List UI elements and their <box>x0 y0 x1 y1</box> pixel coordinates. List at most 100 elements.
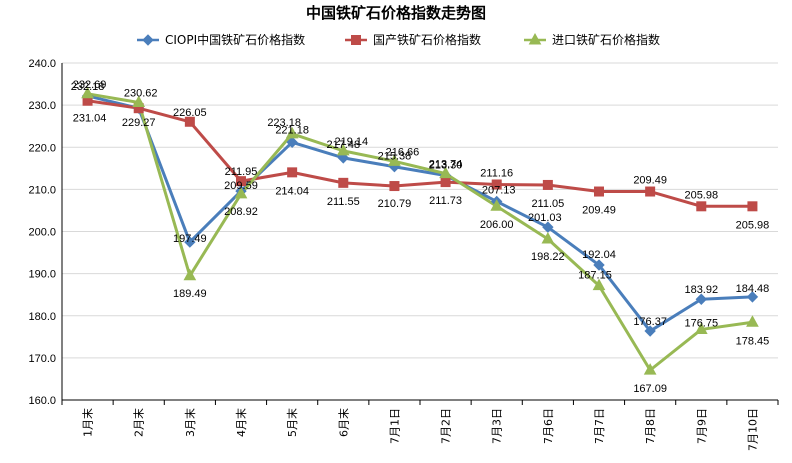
gridlines <box>62 62 778 359</box>
data-label: 176.75 <box>684 317 718 329</box>
data-point <box>287 167 298 178</box>
data-label: 189.49 <box>173 288 207 300</box>
legend-label: CIOPI中国铁矿石价格指数 <box>165 32 305 47</box>
data-point <box>286 136 298 148</box>
series-0 <box>87 94 753 333</box>
data-label: 211.73 <box>429 195 462 207</box>
data-label: 214.04 <box>275 185 309 197</box>
data-point <box>594 186 604 197</box>
data-point <box>439 166 452 179</box>
data-label: 217.48 <box>326 139 360 151</box>
data-label: 207.13 <box>482 184 516 196</box>
y-tick-label: 220.0 <box>28 142 56 154</box>
data-label: 209.59 <box>224 180 258 192</box>
y-tick-label: 240.0 <box>28 58 56 70</box>
data-label: 232.69 <box>73 79 107 91</box>
data-point <box>643 363 657 375</box>
series-line <box>87 99 753 208</box>
data-label: 205.98 <box>736 219 770 231</box>
data-point <box>490 199 504 211</box>
data-label: 210.79 <box>378 198 412 210</box>
data-label: 208.92 <box>224 206 258 218</box>
chart-title: 中国铁矿石价格指数走势图 <box>306 4 486 22</box>
data-point <box>696 201 707 212</box>
y-tick-label: 210.0 <box>28 184 56 196</box>
data-label: 192.04 <box>582 249 616 261</box>
data-point <box>285 126 299 139</box>
series-markers-1 <box>82 95 758 212</box>
data-label: 230.62 <box>124 88 158 100</box>
data-point <box>81 86 94 99</box>
series-layer <box>81 86 759 375</box>
series-line <box>87 92 753 372</box>
data-point <box>593 259 605 271</box>
legend: CIOPI中国铁矿石价格指数 国产铁矿石价格指数 进口铁矿石价格指数 <box>137 32 660 47</box>
data-label: 221.18 <box>275 124 309 136</box>
data-point <box>388 154 401 166</box>
y-tick-label: 200.0 <box>28 227 56 239</box>
x-tick-label: 4月末 <box>234 408 248 437</box>
data-point <box>184 116 195 127</box>
data-point <box>234 186 248 199</box>
legend-item-0: CIOPI中国铁矿石价格指数 <box>137 32 305 47</box>
legend-marker <box>528 32 542 45</box>
x-tick-label: 5月末 <box>285 408 299 437</box>
legend-label: 进口铁矿石价格指数 <box>552 32 660 47</box>
x-tick-label: 7月6日 <box>542 408 555 444</box>
data-point <box>184 236 196 248</box>
data-point <box>592 278 606 291</box>
data-point <box>747 201 758 212</box>
data-point <box>746 291 759 303</box>
series-2 <box>87 92 753 372</box>
data-label: 226.05 <box>173 107 207 119</box>
data-point <box>132 95 146 108</box>
data-label: 231.04 <box>73 113 107 125</box>
data-point <box>746 315 759 327</box>
data-label: 216.66 <box>386 146 420 158</box>
data-point <box>389 181 400 192</box>
series-markers-2 <box>81 86 759 375</box>
x-tick-label: 7月7日 <box>593 408 606 444</box>
data-point <box>645 186 656 197</box>
data-label: 178.45 <box>736 335 770 347</box>
data-label: 211.95 <box>225 166 258 178</box>
x-tick-label: 6月末 <box>336 408 350 437</box>
data-label: 209.49 <box>582 205 616 217</box>
y-tick-label: 170.0 <box>28 353 56 365</box>
x-tick-label: 7月3日 <box>491 408 504 444</box>
legend-marker <box>351 35 361 45</box>
axes: 160.0 170.0 180.0 190.0 200.0 210.0 220.0 230.0… <box>28 58 779 451</box>
series-1 <box>87 99 753 208</box>
data-label: 213.30 <box>429 159 463 171</box>
data-point <box>338 177 349 188</box>
data-label: 198.22 <box>531 251 565 263</box>
x-tick-label: 7月10日 <box>746 408 759 451</box>
data-label: 219.14 <box>334 136 368 148</box>
data-label: 211.16 <box>480 167 513 179</box>
data-label: 187.15 <box>578 270 612 282</box>
data-label: 167.09 <box>633 383 667 395</box>
data-labels: 232.18 229.27 197.49 209.59 221.18 217.48 215.… <box>71 79 770 395</box>
x-tick-label: 7月2日 <box>440 408 453 444</box>
data-label: 209.49 <box>633 175 667 187</box>
legend-marker <box>142 34 154 46</box>
data-label: 184.48 <box>736 283 770 295</box>
data-label: 232.18 <box>71 81 105 93</box>
data-point <box>694 322 708 334</box>
legend-item-1: 国产铁矿石价格指数 <box>345 32 481 47</box>
y-tick-label: 230.0 <box>28 100 56 112</box>
x-tick-label: 7月9日 <box>695 408 708 444</box>
data-point <box>644 325 656 337</box>
data-point <box>541 231 555 244</box>
legend-item-2: 进口铁矿石价格指数 <box>524 32 660 47</box>
data-point <box>440 177 451 188</box>
data-point <box>336 143 350 156</box>
x-tick-label: 1月末 <box>81 408 95 437</box>
data-point <box>695 293 707 305</box>
data-label: 211.05 <box>531 198 564 210</box>
y-tick-label: 190.0 <box>28 269 56 281</box>
data-label: 197.49 <box>173 233 207 245</box>
series-line <box>87 94 753 333</box>
legend-label: 国产铁矿石价格指数 <box>373 32 481 47</box>
